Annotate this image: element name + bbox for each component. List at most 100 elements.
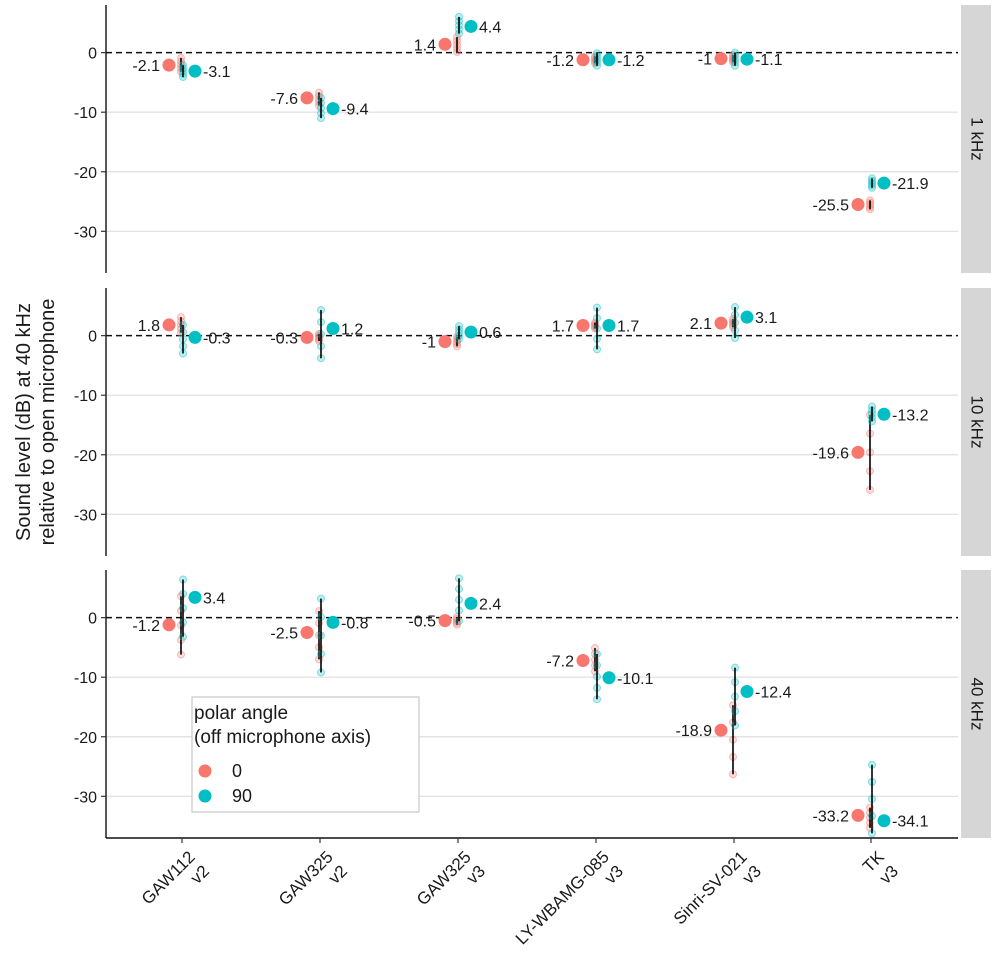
x-axis: GAW112v2 GAW325v2 GAW325v3 LY-WBAMG-085v3 Si…	[106, 837, 958, 962]
data-label: -7.6	[270, 91, 298, 108]
x-tick-label: LY-WBAMG-085v3	[512, 847, 627, 962]
facet-strip-label: 10 kHz	[968, 396, 987, 449]
data-label: 3.4	[203, 590, 225, 607]
facet-strip	[961, 570, 991, 838]
facet-panel-2: 0 -10 -20 -30 10 kHz 1.8 -0.3 -1 1.7 2.1 -19.6 -0.3…	[74, 288, 991, 556]
y-tick-label: 0	[88, 46, 97, 63]
legend: polar angle (off microphone axis) 0 90	[191, 696, 420, 813]
data-label: 1.2	[341, 321, 363, 338]
mean-point	[602, 319, 616, 333]
mean-point	[714, 723, 728, 737]
mean-point	[188, 64, 202, 78]
data-label: -1.2	[132, 618, 160, 635]
mean-point	[877, 407, 891, 421]
data-label: -34.1	[892, 814, 929, 831]
data-label: -7.2	[546, 654, 574, 671]
data-label: -10.1	[617, 671, 654, 688]
legend-label: 0	[232, 761, 242, 781]
mean-point	[162, 618, 176, 632]
facet-panel-3: 0 -10 -20 -30 40 kHz -1.2 -2.5 -0.5 -7.2 -18.9 -33…	[74, 570, 991, 838]
data-label: -2.1	[132, 58, 160, 75]
data-label: -18.9	[676, 723, 713, 740]
mean-point	[740, 684, 754, 698]
y-axis-title: Sound level (dB) at 40 kHz relative to op…	[13, 299, 59, 546]
data-label: -13.2	[892, 407, 929, 424]
mean-point	[877, 176, 891, 190]
mean-point	[464, 596, 478, 610]
data-label: -9.4	[341, 102, 369, 119]
mean-point	[851, 445, 865, 459]
legend-frame	[191, 696, 420, 813]
facet-strip-label: 1 kHz	[968, 117, 987, 160]
data-label: -0.3	[270, 330, 298, 347]
data-label: 1.4	[414, 37, 436, 54]
y-tick-label: -10	[74, 670, 97, 687]
mean-point	[162, 58, 176, 72]
y-tick-label: -20	[74, 730, 97, 747]
y-tick-label: -30	[74, 789, 97, 806]
x-tick-label: GAW325v2	[275, 847, 351, 923]
y-tick-label: -30	[74, 507, 97, 524]
mean-point	[576, 654, 590, 668]
x-tick-label: TKv3	[859, 847, 902, 890]
mean-point	[877, 814, 891, 828]
legend-title: polar angle (off microphone axis)	[194, 703, 371, 748]
data-label: 2.1	[690, 316, 712, 333]
x-tick-label: Sinri-SV-021v3	[670, 847, 765, 942]
mean-point	[300, 626, 314, 640]
data-label: 4.4	[479, 19, 501, 36]
mean-point	[464, 19, 478, 33]
data-label: 1.7	[617, 319, 639, 336]
mean-point	[714, 52, 728, 66]
legend-swatch	[198, 789, 212, 803]
mean-point	[740, 52, 754, 66]
data-label: -3.1	[203, 64, 231, 81]
data-label: -21.9	[892, 176, 929, 193]
data-label: -1	[698, 52, 712, 69]
mean-point	[300, 330, 314, 344]
mean-point	[326, 615, 340, 629]
mean-point	[576, 319, 590, 333]
data-label: -1.1	[755, 52, 783, 69]
mean-point	[438, 37, 452, 51]
y-tick-label: -20	[74, 165, 97, 182]
data-label: -1.2	[617, 53, 645, 70]
data-label: 1.7	[552, 319, 574, 336]
mean-point	[602, 671, 616, 685]
mean-point	[162, 318, 176, 332]
mean-point	[714, 316, 728, 330]
facet-strip-label: 40 kHz	[968, 678, 987, 731]
mean-point	[740, 310, 754, 324]
y-tick-label: -10	[74, 105, 97, 122]
data-label: -0.5	[408, 614, 436, 631]
y-axis-label: Sound level (dB) at 40 kHz relative to op…	[13, 299, 59, 546]
facet-panel-1: 0 -10 -20 -30 1 kHz -2.1 -7.6 1.4 -1.2 -1 -25.5 -3.…	[74, 5, 991, 273]
data-label: -1.2	[546, 53, 574, 70]
y-tick-label: 0	[88, 329, 97, 346]
data-label: -33.2	[813, 808, 850, 825]
facet-strip	[961, 5, 991, 273]
mean-point	[438, 614, 452, 628]
mean-point	[851, 198, 865, 212]
data-label: -25.5	[813, 198, 850, 215]
data-label: -0.3	[203, 330, 231, 347]
mean-point	[300, 91, 314, 105]
facet-strip	[961, 288, 991, 556]
mean-point	[188, 330, 202, 344]
mean-point	[326, 321, 340, 335]
data-label: -2.5	[270, 626, 298, 643]
data-label: 1.8	[138, 318, 160, 335]
x-tick-label: GAW112v2	[138, 847, 213, 922]
mean-point	[188, 590, 202, 604]
data-label: -12.4	[755, 684, 792, 701]
legend-swatch	[198, 764, 212, 778]
data-label: 2.4	[479, 596, 501, 613]
x-tick-label: GAW325v3	[413, 847, 489, 923]
data-label: -19.6	[813, 445, 850, 462]
y-tick-label: -10	[74, 388, 97, 405]
mean-point	[602, 53, 616, 67]
facet-panels: 0 -10 -20 -30 1 kHz -2.1 -7.6 1.4 -1.2 -1 -25.5 -3.…	[74, 5, 991, 838]
y-tick-label: -30	[74, 224, 97, 241]
mean-point	[851, 808, 865, 822]
